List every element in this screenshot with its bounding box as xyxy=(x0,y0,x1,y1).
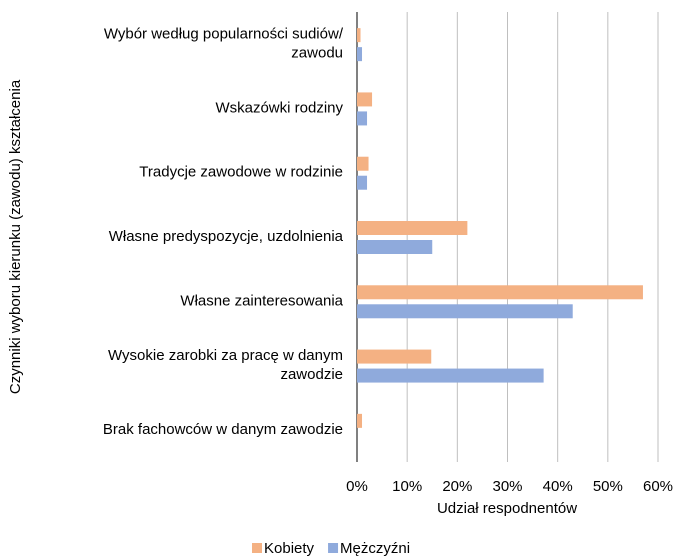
legend-swatch xyxy=(252,543,262,553)
y-tick-label: Brak fachowców w danym zawodzie xyxy=(103,421,343,438)
bar xyxy=(357,175,368,190)
y-axis-title: Czynniki wyboru kierunku (zawodu) kształ… xyxy=(7,79,24,394)
bar xyxy=(357,111,368,126)
bar xyxy=(357,413,363,428)
bar xyxy=(357,368,544,383)
x-tick-label: 10% xyxy=(392,478,422,495)
bar xyxy=(357,304,573,319)
y-tick-label: Tradycje zawodowe w rodzinie xyxy=(139,164,343,181)
bar xyxy=(357,285,643,300)
bar xyxy=(357,240,433,254)
x-tick-label: 40% xyxy=(543,478,573,495)
bar xyxy=(357,221,468,235)
bar xyxy=(357,28,361,43)
bar xyxy=(357,47,363,62)
bar xyxy=(357,349,432,364)
x-axis-title: Udział respodnentów xyxy=(437,500,577,517)
x-tick-label: 50% xyxy=(593,478,623,495)
x-tick-label: 60% xyxy=(643,478,673,495)
x-tick-label: 0% xyxy=(346,478,368,495)
y-tick-label: Wysokie zarobki za pracę w danym zawodzie xyxy=(108,347,343,383)
bar xyxy=(357,156,369,171)
y-tick-label: Własne predyspozycje, uzdolnienia xyxy=(109,228,344,245)
x-tick-label: 30% xyxy=(492,478,522,495)
legend-label: Kobiety xyxy=(264,540,315,557)
y-tick-label: Wskazówki rodziny xyxy=(215,99,343,116)
y-tick-label: Wybór według popularności sudiów/zawodu xyxy=(104,26,344,62)
bar xyxy=(357,92,373,107)
legend-label: Mężczyźni xyxy=(340,540,410,557)
legend-swatch xyxy=(328,543,339,553)
x-tick-label: 20% xyxy=(442,478,472,495)
y-tick-label: Własne zainteresowania xyxy=(180,292,343,309)
